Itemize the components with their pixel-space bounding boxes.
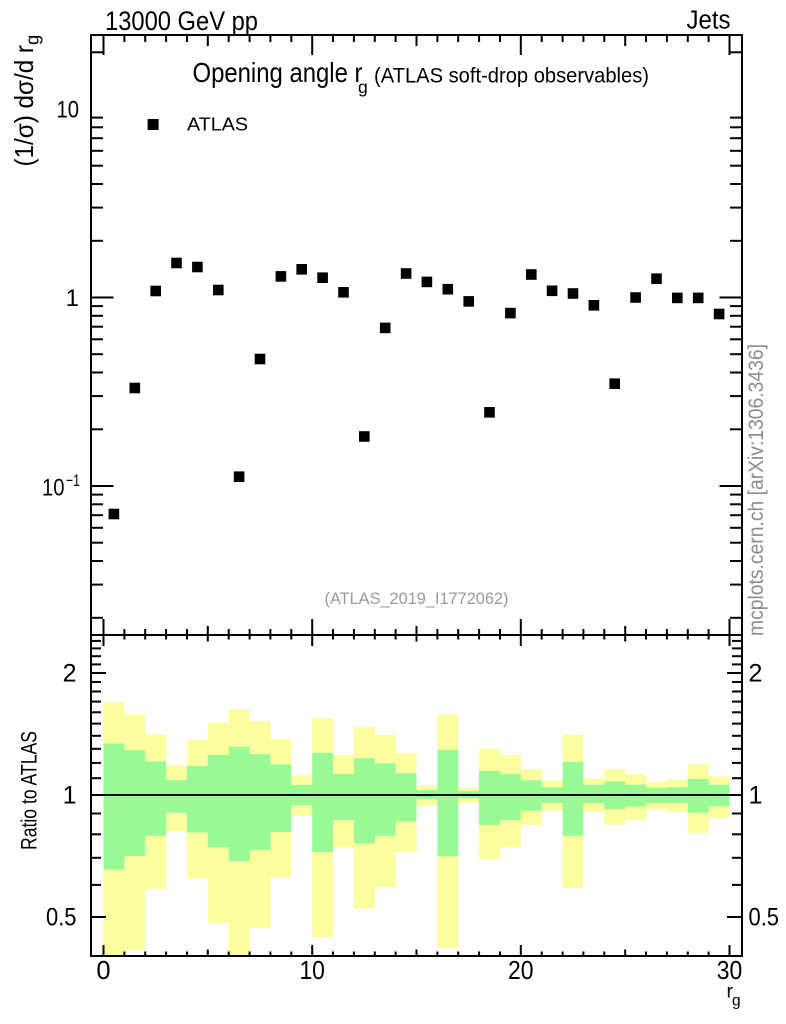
svg-text:g: g <box>732 993 741 1010</box>
svg-text:(ATLAS_2019_I1772062): (ATLAS_2019_I1772062) <box>325 589 509 608</box>
svg-text:20: 20 <box>508 957 534 985</box>
svg-text:1: 1 <box>749 782 763 810</box>
svg-text:10: 10 <box>299 957 325 985</box>
svg-text:(ATLAS soft-drop observables): (ATLAS soft-drop observables) <box>374 65 649 88</box>
svg-text:Opening angle r: Opening angle r <box>193 57 363 88</box>
svg-text:13000 GeV pp: 13000 GeV pp <box>105 6 258 36</box>
svg-text:1: 1 <box>66 285 79 312</box>
svg-text:2: 2 <box>749 660 763 688</box>
svg-text:r: r <box>727 981 734 1003</box>
svg-text:Jets: Jets <box>687 7 731 35</box>
svg-text:10: 10 <box>57 97 80 124</box>
svg-text:0.5: 0.5 <box>46 904 77 932</box>
svg-text:(1/σ) dσ/d r: (1/σ) dσ/d r <box>9 45 39 167</box>
svg-text:0: 0 <box>96 957 110 985</box>
svg-text:2: 2 <box>63 660 77 688</box>
svg-text:g: g <box>22 35 43 45</box>
svg-text:mcplots.cern.ch [arXiv:1306.34: mcplots.cern.ch [arXiv:1306.3436] <box>745 344 768 636</box>
svg-text:ATLAS: ATLAS <box>187 115 248 135</box>
svg-text:10: 10 <box>42 475 65 502</box>
svg-text:−1: −1 <box>66 471 80 490</box>
svg-text:0.5: 0.5 <box>749 904 780 932</box>
svg-text:30: 30 <box>717 957 743 985</box>
svg-text:1: 1 <box>63 782 77 810</box>
svg-text:Ratio to ATLAS: Ratio to ATLAS <box>17 731 42 850</box>
svg-text:g: g <box>358 77 368 97</box>
